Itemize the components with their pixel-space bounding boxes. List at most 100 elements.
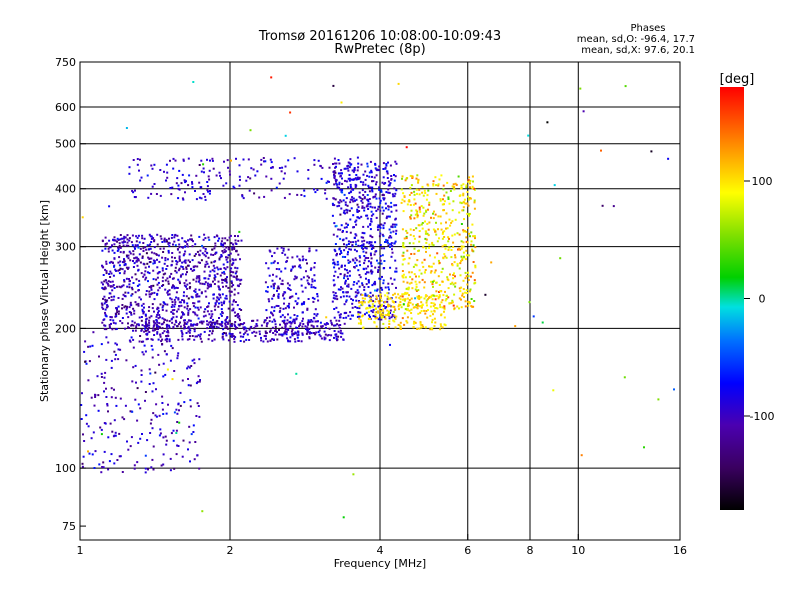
data-point — [433, 271, 436, 274]
data-point — [146, 439, 149, 442]
data-point — [147, 309, 150, 312]
data-point — [374, 195, 377, 198]
data-point — [410, 297, 413, 300]
x-tick-label: 2 — [227, 544, 234, 557]
data-point — [130, 436, 133, 439]
data-point — [221, 293, 224, 296]
data-point — [351, 245, 354, 248]
data-point — [161, 280, 164, 283]
data-point — [154, 371, 157, 374]
data-point — [105, 260, 108, 263]
data-point — [213, 283, 216, 285]
data-point — [391, 282, 394, 285]
data-point — [211, 159, 214, 162]
data-point — [366, 162, 369, 165]
data-point — [435, 233, 438, 236]
data-point — [467, 198, 470, 201]
data-point — [134, 301, 137, 304]
data-point — [181, 237, 184, 240]
data-point — [350, 298, 353, 300]
data-point — [445, 227, 448, 230]
data-point — [451, 234, 454, 237]
data-point — [410, 317, 413, 320]
data-point — [194, 265, 197, 268]
data-point — [193, 338, 196, 341]
data-point — [389, 235, 392, 237]
data-point — [143, 325, 146, 328]
data-point — [98, 355, 100, 358]
data-point — [369, 291, 372, 294]
data-point — [241, 195, 244, 198]
data-point — [225, 280, 228, 283]
data-point — [152, 445, 155, 448]
data-point — [382, 313, 384, 316]
data-point — [366, 165, 369, 168]
data-point — [418, 305, 421, 308]
data-point — [125, 359, 128, 362]
data-point — [306, 279, 309, 282]
data-point — [278, 329, 280, 331]
data-point — [408, 309, 411, 312]
data-point — [150, 418, 153, 421]
data-point — [395, 189, 398, 192]
data-point — [221, 325, 224, 328]
data-point — [369, 306, 372, 309]
data-point — [307, 298, 310, 300]
data-point — [233, 293, 236, 296]
data-point — [141, 237, 144, 240]
data-point — [134, 189, 136, 192]
data-point — [165, 340, 168, 343]
data-point — [199, 379, 201, 381]
data-point — [413, 247, 416, 250]
data-point — [113, 287, 116, 289]
data-point — [172, 312, 175, 315]
data-point — [445, 212, 448, 215]
data-point — [437, 275, 440, 278]
data-point — [85, 422, 88, 425]
data-point — [221, 278, 223, 281]
data-point — [474, 281, 477, 284]
data-point — [374, 206, 376, 209]
data-point — [302, 276, 305, 279]
data-point — [107, 280, 110, 283]
data-point — [101, 466, 104, 468]
data-point — [265, 337, 267, 340]
data-point — [444, 255, 447, 258]
data-point — [425, 210, 428, 213]
data-point — [402, 258, 405, 261]
data-point — [132, 266, 135, 268]
data-point — [189, 460, 191, 463]
data-point — [225, 246, 228, 249]
data-point — [362, 326, 365, 329]
data-point — [272, 273, 274, 276]
data-point — [166, 368, 169, 371]
data-point — [238, 175, 241, 178]
data-point — [206, 185, 209, 188]
data-point — [383, 316, 386, 319]
data-point — [332, 197, 335, 200]
data-point — [459, 194, 462, 197]
data-point — [105, 272, 108, 275]
data-point — [355, 299, 358, 302]
data-point — [119, 286, 122, 289]
data-point — [219, 174, 221, 177]
data-point — [410, 214, 413, 217]
data-point — [367, 200, 370, 203]
data-point — [461, 257, 464, 260]
data-point — [319, 165, 322, 168]
data-point — [379, 295, 382, 298]
data-point — [463, 255, 465, 258]
data-point — [209, 326, 212, 328]
data-point — [349, 201, 352, 204]
data-point — [184, 191, 186, 194]
data-point — [118, 256, 121, 259]
data-point — [391, 251, 394, 254]
data-point — [411, 176, 414, 179]
data-point — [470, 231, 473, 234]
data-point — [131, 276, 134, 279]
data-point — [290, 322, 293, 325]
data-point — [348, 248, 351, 251]
data-point — [187, 378, 189, 380]
data-point — [207, 256, 210, 259]
data-point — [229, 325, 232, 328]
